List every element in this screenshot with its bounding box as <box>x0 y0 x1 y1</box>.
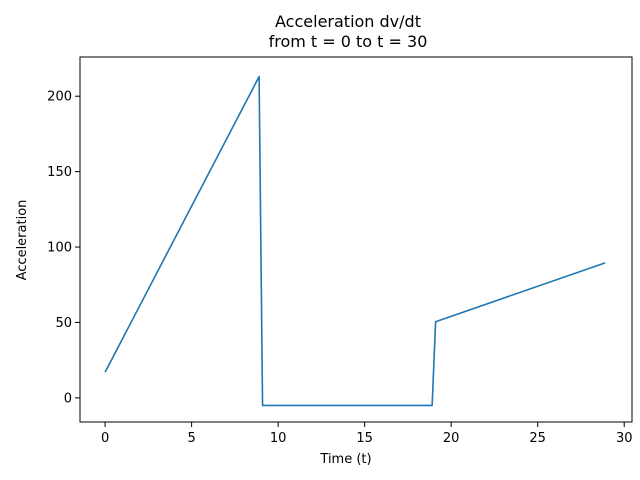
x-tick-label: 20 <box>443 431 460 446</box>
chart-title-line-2: from t = 0 to t = 30 <box>269 32 428 51</box>
y-tick-label: 150 <box>47 165 72 180</box>
y-tick-label: 100 <box>47 241 72 256</box>
x-tick-label: 5 <box>187 431 195 446</box>
y-tick-label: 0 <box>64 391 72 406</box>
series-line <box>104 75 606 407</box>
chart-title-line-1: Acceleration dv/dt <box>275 12 421 31</box>
x-tick-label: 30 <box>616 431 633 446</box>
x-tick-label: 10 <box>270 431 287 446</box>
y-tick-label: 50 <box>55 316 72 331</box>
x-axis-label: Time (t) <box>319 452 371 467</box>
x-tick-label: 25 <box>529 431 546 446</box>
series-group <box>104 75 606 407</box>
y-axis-ticks: 0 50 100 150 200 <box>47 90 80 406</box>
y-axis-label: Acceleration <box>15 200 30 281</box>
x-axis-ticks: 0 5 10 15 20 25 30 <box>101 422 633 446</box>
x-tick-label: 0 <box>101 431 109 446</box>
y-tick-label: 200 <box>47 90 72 105</box>
x-tick-label: 15 <box>356 431 373 446</box>
plot-area <box>79 56 633 423</box>
